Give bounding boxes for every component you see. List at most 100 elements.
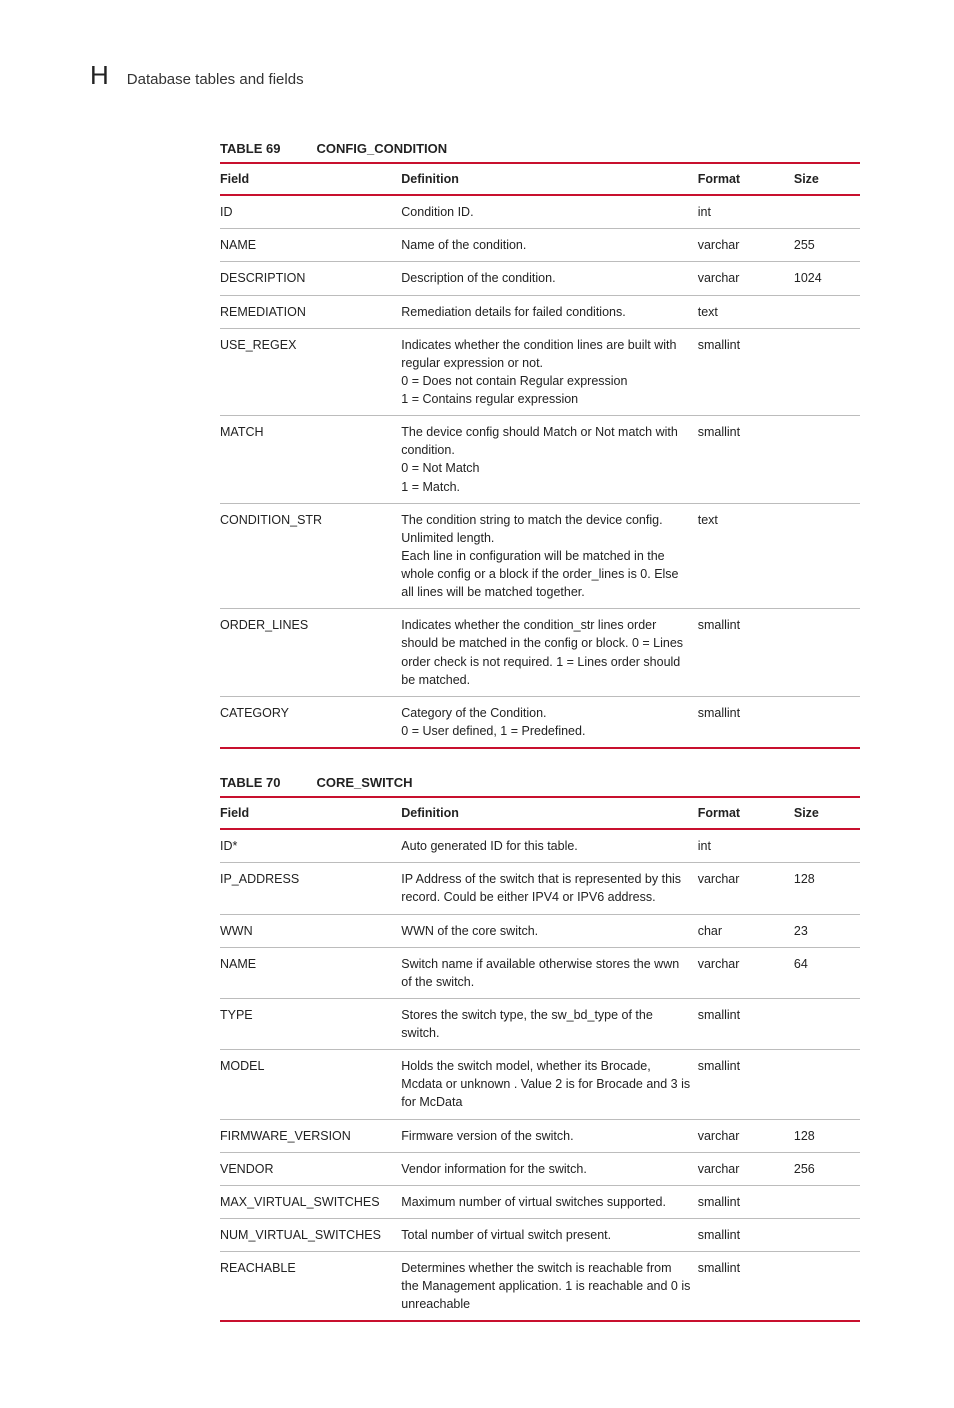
definition-line: 1 = Contains regular expression — [401, 390, 691, 408]
table-block: TABLE 69 CONFIG_CONDITION FieldDefinitionF… — [220, 141, 864, 749]
cell-definition: Firmware version of the switch. — [401, 1119, 697, 1152]
cell-format: smallint — [698, 1185, 794, 1218]
cell-size — [794, 609, 860, 697]
column-header: Format — [698, 797, 794, 829]
table-row: REMEDIATIONRemediation details for faile… — [220, 295, 860, 328]
cell-definition: Maximum number of virtual switches suppo… — [401, 1185, 697, 1218]
table-row: IDCondition ID.int — [220, 195, 860, 229]
page-header: H Database tables and fields — [90, 60, 864, 91]
cell-format: varchar — [698, 1119, 794, 1152]
cell-format: smallint — [698, 1050, 794, 1119]
cell-format: smallint — [698, 416, 794, 504]
table-number: TABLE 69 — [220, 141, 280, 156]
definition-line: 1 = Match. — [401, 478, 691, 496]
table-row: TYPEStores the switch type, the sw_bd_ty… — [220, 998, 860, 1049]
column-header: Field — [220, 797, 401, 829]
table-caption: TABLE 69 CONFIG_CONDITION — [220, 141, 864, 156]
cell-field: CATEGORY — [220, 696, 401, 748]
table-row: VENDORVendor information for the switch.… — [220, 1152, 860, 1185]
column-header: Size — [794, 163, 860, 195]
definition-line: 0 = Not Match — [401, 459, 691, 477]
table-row: USE_REGEXIndicates whether the condition… — [220, 328, 860, 416]
cell-definition: Condition ID. — [401, 195, 697, 229]
cell-field: ORDER_LINES — [220, 609, 401, 697]
cell-definition: Auto generated ID for this table. — [401, 829, 697, 863]
cell-definition: Indicates whether the condition lines ar… — [401, 328, 697, 416]
cell-definition: The device config should Match or Not ma… — [401, 416, 697, 504]
table-row: ORDER_LINESIndicates whether the conditi… — [220, 609, 860, 697]
table-row: MODELHolds the switch model, whether its… — [220, 1050, 860, 1119]
cell-definition: Description of the condition. — [401, 262, 697, 295]
definition-line: IP Address of the switch that is represe… — [401, 870, 691, 906]
cell-definition: Vendor information for the switch. — [401, 1152, 697, 1185]
column-header: Field — [220, 163, 401, 195]
cell-definition: Indicates whether the condition_str line… — [401, 609, 697, 697]
cell-size: 256 — [794, 1152, 860, 1185]
data-table: FieldDefinitionFormatSizeIDCondition ID.… — [220, 162, 860, 749]
definition-line: Stores the switch type, the sw_bd_type o… — [401, 1006, 691, 1042]
cell-field: REMEDIATION — [220, 295, 401, 328]
table-name: CONFIG_CONDITION — [316, 141, 447, 156]
cell-format: char — [698, 914, 794, 947]
cell-size: 128 — [794, 863, 860, 914]
definition-line: Auto generated ID for this table. — [401, 837, 691, 855]
cell-definition: Name of the condition. — [401, 229, 697, 262]
cell-size — [794, 503, 860, 609]
cell-definition: Holds the switch model, whether its Broc… — [401, 1050, 697, 1119]
table-row: CONDITION_STRThe condition string to mat… — [220, 503, 860, 609]
definition-line: Maximum number of virtual switches suppo… — [401, 1193, 691, 1211]
definition-line: Condition ID. — [401, 203, 691, 221]
data-table: FieldDefinitionFormatSizeID*Auto generat… — [220, 796, 860, 1322]
appendix-letter: H — [90, 60, 109, 91]
table-row: ID*Auto generated ID for this table.int — [220, 829, 860, 863]
cell-size — [794, 1050, 860, 1119]
cell-format: smallint — [698, 696, 794, 748]
table-number: TABLE 70 — [220, 775, 280, 790]
table-row: FIRMWARE_VERSIONFirmware version of the … — [220, 1119, 860, 1152]
definition-line: Description of the condition. — [401, 269, 691, 287]
definition-line: Name of the condition. — [401, 236, 691, 254]
column-header: Definition — [401, 163, 697, 195]
cell-field: MAX_VIRTUAL_SWITCHES — [220, 1185, 401, 1218]
cell-field: REACHABLE — [220, 1252, 401, 1322]
section-title: Database tables and fields — [127, 71, 304, 88]
definition-line: The device config should Match or Not ma… — [401, 423, 691, 459]
cell-format: smallint — [698, 998, 794, 1049]
definition-line: Indicates whether the condition_str line… — [401, 616, 691, 689]
table-row: NAMEName of the condition.varchar255 — [220, 229, 860, 262]
cell-size — [794, 416, 860, 504]
cell-field: MODEL — [220, 1050, 401, 1119]
table-row: NAMESwitch name if available otherwise s… — [220, 947, 860, 998]
cell-size — [794, 1252, 860, 1322]
cell-format: int — [698, 195, 794, 229]
column-header: Format — [698, 163, 794, 195]
cell-size — [794, 829, 860, 863]
definition-line: WWN of the core switch. — [401, 922, 691, 940]
cell-format: varchar — [698, 863, 794, 914]
definition-line: Each line in configuration will be match… — [401, 547, 691, 601]
cell-format: smallint — [698, 609, 794, 697]
definition-line: Switch name if available otherwise store… — [401, 955, 691, 991]
definition-line: Determines whether the switch is reachab… — [401, 1259, 691, 1313]
table-caption: TABLE 70 CORE_SWITCH — [220, 775, 864, 790]
cell-field: NAME — [220, 229, 401, 262]
cell-field: ID* — [220, 829, 401, 863]
table-name: CORE_SWITCH — [316, 775, 412, 790]
cell-field: NAME — [220, 947, 401, 998]
cell-definition: The condition string to match the device… — [401, 503, 697, 609]
cell-field: VENDOR — [220, 1152, 401, 1185]
table-row: IP_ADDRESSIP Address of the switch that … — [220, 863, 860, 914]
table-row: CATEGORYCategory of the Condition.0 = Us… — [220, 696, 860, 748]
cell-size: 23 — [794, 914, 860, 947]
cell-field: FIRMWARE_VERSION — [220, 1119, 401, 1152]
definition-line: Holds the switch model, whether its Broc… — [401, 1057, 691, 1111]
cell-field: CONDITION_STR — [220, 503, 401, 609]
definition-line: Category of the Condition. — [401, 704, 691, 722]
cell-field: TYPE — [220, 998, 401, 1049]
cell-field: MATCH — [220, 416, 401, 504]
cell-format: varchar — [698, 947, 794, 998]
table-row: WWNWWN of the core switch.char23 — [220, 914, 860, 947]
cell-format: text — [698, 295, 794, 328]
cell-definition: Category of the Condition.0 = User defin… — [401, 696, 697, 748]
cell-format: varchar — [698, 262, 794, 295]
